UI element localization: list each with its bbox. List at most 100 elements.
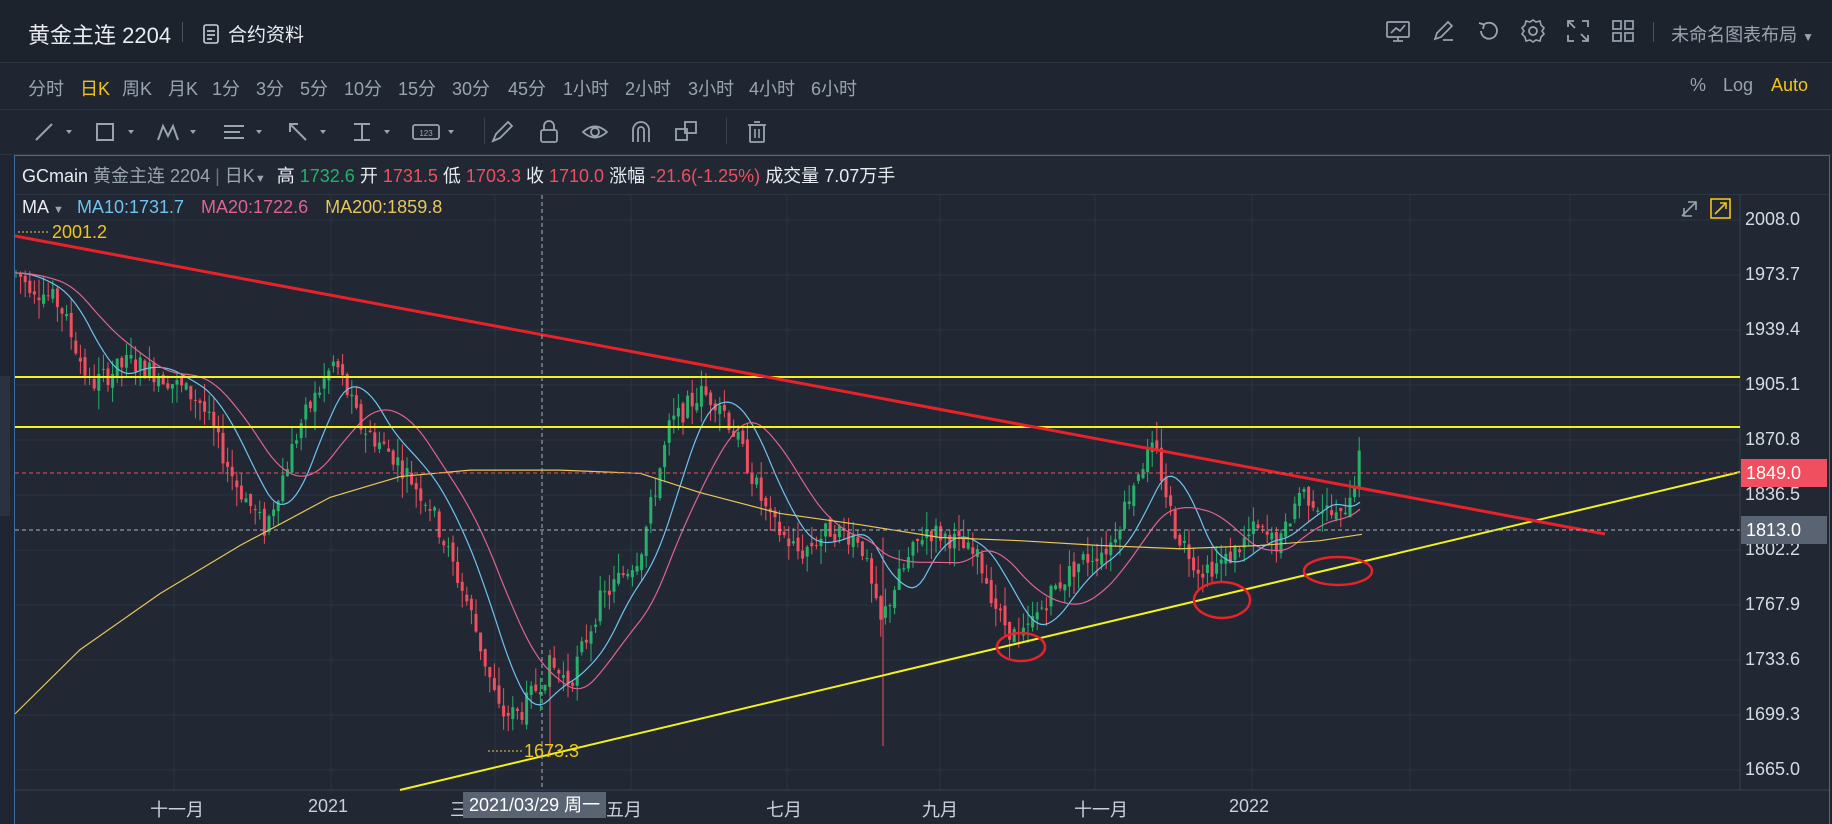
symbol-title[interactable]: 黄金主连 2204 <box>28 23 172 48</box>
candle-body <box>1136 474 1140 481</box>
candle-body <box>1026 623 1030 625</box>
candle-body <box>1054 585 1058 590</box>
candle-body <box>304 404 308 420</box>
period-tab-5[interactable]: 3分 <box>256 79 285 99</box>
candle-body <box>239 485 243 500</box>
candle-body <box>667 420 671 443</box>
candle-body <box>32 291 36 295</box>
candle-body <box>580 641 584 653</box>
candle-body <box>230 466 234 477</box>
candle-body <box>1141 469 1145 479</box>
period-tab-9[interactable]: 30分 <box>452 79 491 99</box>
maximize-panel-icon[interactable] <box>1710 198 1731 219</box>
brush-tool-button[interactable] <box>488 118 518 146</box>
candle-body <box>423 504 427 506</box>
ma200-value: MA200:1859.8 <box>325 197 443 217</box>
candle-body <box>290 443 294 473</box>
fibonacci-tool-button[interactable] <box>220 118 266 146</box>
edit-icon[interactable] <box>1428 16 1458 46</box>
period-tab-1[interactable]: 日K <box>80 79 111 99</box>
chart-layout-dropdown[interactable]: 未命名图表布局 ▼ <box>1671 21 1814 47</box>
arrow-tool-button[interactable] <box>284 118 330 146</box>
candle-body <box>1086 554 1090 563</box>
candle-body <box>985 578 989 584</box>
ma-selector[interactable]: MA ▼ <box>22 197 64 217</box>
candle-body <box>745 439 749 473</box>
period-label: 日K <box>224 166 255 186</box>
candle-body <box>1063 584 1067 591</box>
pattern-tool-button[interactable] <box>154 118 200 146</box>
candle-body <box>382 441 386 444</box>
chart-panel[interactable] <box>14 155 1830 824</box>
ma-legend: MA ▼ MA10:1731.7 MA20:1722.6 MA200:1859.… <box>22 197 442 218</box>
text-tool-button[interactable] <box>348 118 394 146</box>
highlight-circle <box>1192 580 1252 620</box>
price-label-tool-button[interactable]: 123 <box>410 118 460 146</box>
rectangle-tool-button[interactable] <box>92 118 138 146</box>
candle-body <box>543 684 547 691</box>
candlesticks <box>14 270 1361 758</box>
settings-gear-icon[interactable] <box>1518 16 1548 46</box>
period-tab-12[interactable]: 2小时 <box>625 79 672 99</box>
candle-body <box>874 583 878 599</box>
refresh-icon[interactable] <box>1473 16 1503 46</box>
candle-body <box>966 542 970 549</box>
candle-body <box>322 378 326 389</box>
period-tab-7[interactable]: 10分 <box>344 79 383 99</box>
contract-info-button[interactable]: 合约资料 <box>202 20 304 47</box>
fullscreen-icon[interactable] <box>1563 16 1593 46</box>
line-tool-button[interactable] <box>30 118 76 146</box>
clone-icon[interactable] <box>672 118 702 146</box>
auto-scale-toggle[interactable]: Auto <box>1771 75 1809 95</box>
period-tab-14[interactable]: 4小时 <box>749 79 796 99</box>
period-selector[interactable]: 日K▼ <box>225 166 266 186</box>
period-tab-0[interactable]: 分时 <box>28 79 64 99</box>
candle-body <box>83 357 87 376</box>
candle-body <box>1159 447 1163 482</box>
candle-body <box>1118 529 1122 540</box>
candle-body <box>387 448 391 452</box>
collapse-arrows-icon[interactable] <box>1681 201 1697 217</box>
percent-scale-toggle[interactable]: % <box>1690 75 1707 95</box>
magnet-icon[interactable] <box>626 118 656 146</box>
indicator-icon[interactable] <box>1383 16 1413 46</box>
period-tab-6[interactable]: 5分 <box>300 79 329 99</box>
candle-body <box>653 495 657 497</box>
price-tick-label: 1802.2 <box>1745 539 1801 559</box>
period-tab-2[interactable]: 周K <box>122 79 153 99</box>
candle-body <box>934 525 938 538</box>
period-tab-15[interactable]: 6小时 <box>811 79 858 99</box>
highlight-circle <box>995 631 1047 663</box>
candle-body <box>1072 561 1076 577</box>
eye-icon[interactable] <box>580 118 610 146</box>
candle-body <box>1008 621 1012 640</box>
candle-body <box>759 477 763 501</box>
period-tab-4[interactable]: 1分 <box>212 79 241 99</box>
sidebar-collapse-handle[interactable] <box>0 376 10 516</box>
last-price-tag: 1849.0 <box>1741 459 1827 487</box>
candle-body <box>341 364 345 376</box>
log-scale-toggle[interactable]: Log <box>1723 75 1754 95</box>
candle-body <box>226 461 230 467</box>
lock-icon[interactable] <box>534 118 564 146</box>
candle-body <box>612 579 616 592</box>
candle-body <box>764 497 768 507</box>
candle-body <box>1316 510 1320 512</box>
candle-body <box>888 605 892 607</box>
candle-body <box>336 361 340 368</box>
period-tab-11[interactable]: 1小时 <box>563 79 610 99</box>
trash-icon[interactable] <box>742 118 772 146</box>
candle-body <box>368 430 372 433</box>
period-tab-3[interactable]: 月K <box>168 79 199 99</box>
close-label: 收 <box>526 166 544 186</box>
period-tab-8[interactable]: 15分 <box>398 79 437 99</box>
period-tab-13[interactable]: 3小时 <box>688 79 735 99</box>
contract-info-label: 合约资料 <box>228 25 305 46</box>
candle-body <box>1192 557 1196 571</box>
candle-body <box>1132 485 1136 506</box>
layout-grid-icon[interactable] <box>1608 16 1638 46</box>
candle-body <box>598 590 602 622</box>
candle-body <box>943 533 947 537</box>
period-tab-10[interactable]: 45分 <box>508 79 547 99</box>
